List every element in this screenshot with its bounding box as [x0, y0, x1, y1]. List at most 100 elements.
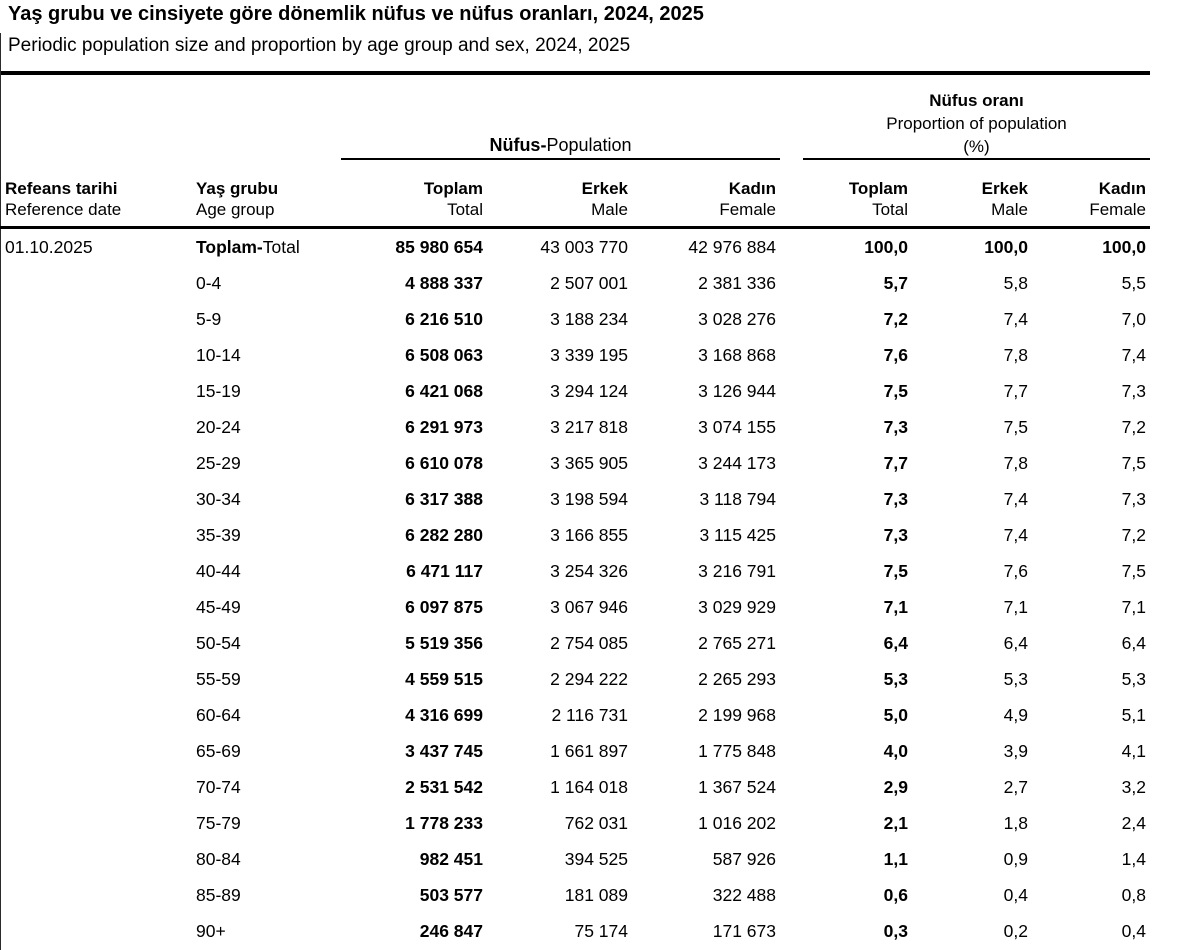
cell-population-total: 6 282 280 — [405, 524, 483, 545]
table-body: 01.10.2025 Toplam-Total 85 980 654 43 00… — [0, 229, 1150, 949]
cell-proportion-male: 7,4 — [1003, 308, 1028, 329]
cell-proportion-male: 0,9 — [1003, 848, 1028, 869]
table-row: 75-79 1 778 233 762 031 1 016 202 2,1 1,… — [0, 805, 1150, 841]
cell-population-female: 1 367 524 — [698, 776, 776, 797]
cell-population-female: 42 976 884 — [688, 236, 776, 257]
header-age-group-en: Age group — [196, 200, 275, 219]
cell-population-total: 85 980 654 — [395, 236, 483, 257]
cell-proportion-female: 7,5 — [1121, 560, 1146, 581]
column-header-row: Refeans tarihi Reference date Yaş grubu … — [0, 178, 1150, 220]
cell-population-female: 322 488 — [712, 884, 776, 905]
cell-age-group-text: 65-69 — [196, 740, 241, 761]
proportion-group-unit: (%) — [963, 137, 990, 156]
population-group-label-tr: Nüfus- — [489, 135, 547, 155]
cell-age-group: 5-9 — [196, 309, 340, 330]
header-population-total-tr: Toplam — [423, 179, 483, 198]
cell-age-group-text: 50-54 — [196, 632, 241, 653]
cell-proportion-total: 5,3 — [883, 668, 908, 689]
cell-age-group: 85-89 — [196, 885, 340, 906]
proportion-group-label-en: Proportion of population — [886, 114, 1067, 133]
proportion-group-underline — [803, 158, 1150, 160]
cell-population-male: 2 116 731 — [551, 704, 628, 725]
cell-population-female: 2 381 336 — [698, 272, 776, 293]
cell-age-group: 25-29 — [196, 453, 340, 474]
cell-population-female: 3 074 155 — [698, 416, 776, 437]
header-population-male-tr: Erkek — [581, 179, 628, 198]
cell-population-male: 3 067 946 — [550, 596, 628, 617]
cell-proportion-female: 2,4 — [1121, 812, 1146, 833]
cell-proportion-female: 0,4 — [1121, 920, 1146, 941]
header-divider-rule — [0, 226, 1150, 229]
table-row: 65-69 3 437 745 1 661 897 1 775 848 4,0 … — [0, 733, 1150, 769]
header-proportion-total-en: Total — [872, 200, 908, 219]
cell-age-group-text: 25-29 — [196, 452, 241, 473]
cell-population-male: 2 754 085 — [550, 632, 628, 653]
cell-population-male: 181 089 — [564, 884, 628, 905]
header-proportion-female-en: Female — [1089, 200, 1146, 219]
cell-age-group-text: 80-84 — [196, 848, 241, 869]
table-row: 5-9 6 216 510 3 188 234 3 028 276 7,2 7,… — [0, 301, 1150, 337]
cell-age-group: 40-44 — [196, 561, 340, 582]
cell-proportion-male: 7,1 — [1003, 596, 1028, 617]
header-population-male-en: Male — [591, 200, 628, 219]
header-reference-date-en: Reference date — [5, 200, 122, 219]
cell-proportion-female: 3,2 — [1121, 776, 1146, 797]
header-population-female-en: Female — [719, 200, 776, 219]
cell-age-group: Toplam-Total — [196, 237, 340, 258]
cell-proportion-total: 2,9 — [883, 776, 908, 797]
cell-proportion-female: 0,8 — [1121, 884, 1146, 905]
cell-age-group: 15-19 — [196, 381, 340, 402]
cell-population-female: 3 126 944 — [698, 380, 776, 401]
cell-proportion-male: 7,8 — [1003, 452, 1028, 473]
header-proportion-total-tr: Toplam — [848, 179, 908, 198]
cell-proportion-total: 7,2 — [883, 308, 908, 329]
cell-population-male: 3 217 818 — [550, 416, 628, 437]
cell-proportion-male: 5,3 — [1003, 668, 1028, 689]
column-header-population-female: Kadın Female — [628, 178, 776, 220]
cell-population-male: 2 507 001 — [550, 272, 628, 293]
table-row: 35-39 6 282 280 3 166 855 3 115 425 7,3 … — [0, 517, 1150, 553]
cell-population-female: 3 168 868 — [698, 344, 776, 365]
cell-age-group-text: 85-89 — [196, 884, 241, 905]
cell-proportion-female: 7,3 — [1121, 380, 1146, 401]
cell-population-total: 6 097 875 — [405, 596, 483, 617]
cell-proportion-total: 5,7 — [883, 272, 908, 293]
cell-age-group-text: Total — [262, 236, 300, 257]
cell-population-female: 3 115 425 — [699, 524, 776, 545]
cell-age-group-text: 20-24 — [196, 416, 241, 437]
header-proportion-male-tr: Erkek — [981, 179, 1028, 198]
table-row: 85-89 503 577 181 089 322 488 0,6 0,4 0,… — [0, 877, 1150, 913]
cell-population-total: 6 610 078 — [405, 452, 483, 473]
table-row: 10-14 6 508 063 3 339 195 3 168 868 7,6 … — [0, 337, 1150, 373]
cell-population-female: 171 673 — [712, 920, 776, 941]
cell-age-group-text: 70-74 — [196, 776, 241, 797]
cell-age-group: 65-69 — [196, 741, 340, 762]
title-divider-rule — [0, 71, 1150, 75]
cell-population-total: 6 216 510 — [405, 308, 483, 329]
cell-population-male: 3 294 124 — [550, 380, 628, 401]
table-row: 01.10.2025 Toplam-Total 85 980 654 43 00… — [0, 229, 1150, 265]
cell-age-group-bold: Toplam- — [196, 236, 263, 257]
cell-proportion-male: 7,5 — [1003, 416, 1028, 437]
cell-age-group: 0-4 — [196, 273, 340, 294]
cell-population-male: 75 174 — [574, 920, 628, 941]
cell-proportion-female: 7,1 — [1121, 596, 1146, 617]
cell-proportion-female: 5,3 — [1121, 668, 1146, 689]
cell-proportion-female: 1,4 — [1121, 848, 1146, 869]
cell-population-female: 1 016 202 — [698, 812, 776, 833]
cell-proportion-male: 4,9 — [1003, 704, 1028, 725]
cell-proportion-total: 7,5 — [883, 380, 908, 401]
cell-age-group: 35-39 — [196, 525, 340, 546]
header-population-total-en: Total — [447, 200, 483, 219]
cell-proportion-male: 7,6 — [1003, 560, 1028, 581]
table-row: 70-74 2 531 542 1 164 018 1 367 524 2,9 … — [0, 769, 1150, 805]
cell-population-total: 4 888 337 — [405, 272, 483, 293]
cell-age-group-text: 35-39 — [196, 524, 241, 545]
cell-proportion-total: 4,0 — [883, 740, 908, 761]
cell-proportion-male: 7,4 — [1003, 488, 1028, 509]
cell-population-male: 43 003 770 — [540, 236, 628, 257]
cell-proportion-female: 100,0 — [1102, 236, 1146, 257]
cell-population-total: 4 316 699 — [405, 704, 483, 725]
cell-population-total: 503 577 — [419, 884, 483, 905]
cell-proportion-total: 7,5 — [883, 560, 908, 581]
